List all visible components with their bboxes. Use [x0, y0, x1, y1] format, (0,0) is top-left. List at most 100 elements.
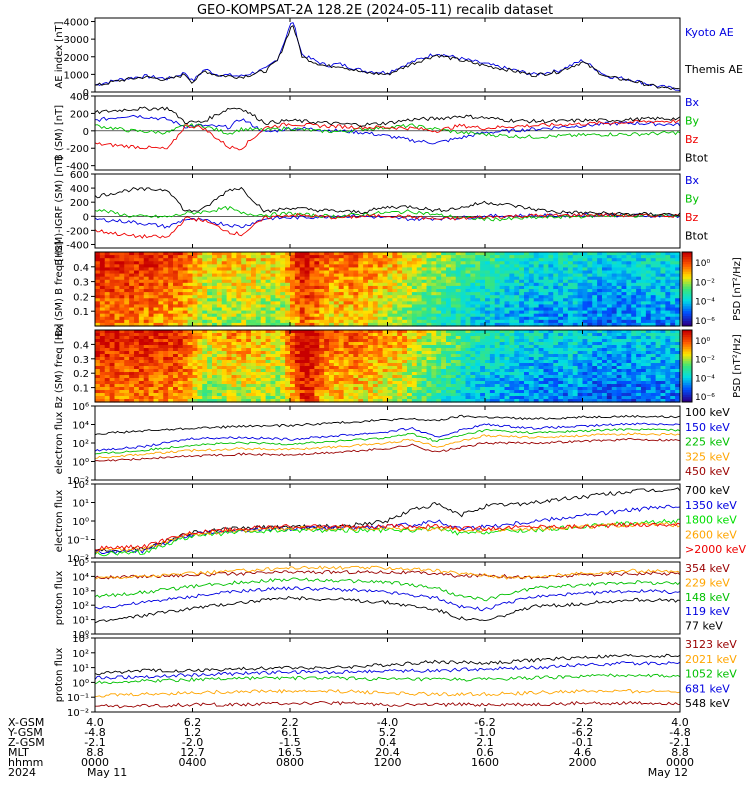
spectrogram-cell	[138, 396, 145, 400]
spectrogram-cell	[231, 357, 237, 361]
spectrogram-cell	[114, 348, 120, 352]
spectrogram-cell	[265, 310, 272, 315]
spectrogram-cell	[475, 357, 481, 361]
spectrogram-cell	[421, 360, 428, 364]
spectrogram-cell	[95, 366, 101, 370]
spectrogram-cell	[173, 366, 179, 370]
spectrogram-cell	[392, 295, 398, 299]
spectrogram-cell	[358, 390, 364, 394]
spectrogram-cell	[504, 252, 510, 256]
spectrogram-cell	[426, 351, 432, 355]
spectrogram-cell	[368, 381, 374, 385]
spectrogram-cell	[660, 261, 666, 265]
spectrogram-cell	[670, 261, 676, 265]
spectrogram-cell	[231, 399, 237, 403]
spectrogram-cell	[441, 295, 447, 299]
spectrogram-cell	[158, 351, 164, 355]
spectrogram-cell	[636, 298, 642, 302]
spectrogram-cell	[382, 381, 389, 385]
spectrogram-cell	[382, 276, 389, 281]
spectrogram-cell	[314, 330, 320, 334]
spectrogram-cell	[246, 270, 252, 275]
spectrogram-cell	[577, 292, 584, 296]
series-line	[94, 205, 681, 222]
spectrogram-cell	[114, 357, 120, 361]
spectrogram-cell	[207, 301, 213, 306]
spectrogram-cell	[143, 298, 150, 302]
spectrogram-cell	[436, 330, 442, 334]
spectrogram-cell	[226, 387, 233, 391]
spectrogram-cell	[387, 339, 393, 343]
spectrogram-cell	[329, 396, 335, 400]
spectrogram-cell	[319, 292, 325, 296]
spectrogram-cell	[314, 363, 320, 367]
spectrogram-cell	[255, 279, 262, 284]
spectrogram-cell	[621, 310, 627, 315]
spectrogram-cell	[655, 258, 662, 262]
spectrogram-cell	[485, 304, 491, 309]
spectrogram-cell	[212, 273, 218, 278]
spectrogram-cell	[299, 336, 306, 340]
spectrogram-cell	[226, 261, 233, 265]
spectrogram-cell	[173, 261, 179, 265]
spectrogram-cell	[270, 345, 276, 349]
spectrogram-cell	[124, 261, 130, 265]
spectrogram-cell	[280, 387, 286, 391]
spectrogram-cell	[148, 261, 155, 265]
spectrogram-cell	[324, 375, 330, 379]
spectrogram-cell	[426, 363, 432, 367]
spectrogram-cell	[114, 301, 120, 306]
spectrogram-cell	[548, 264, 554, 269]
spectrogram-cell	[299, 384, 306, 388]
spectrogram-cell	[602, 313, 608, 318]
spectrogram-cell	[109, 336, 116, 340]
spectrogram-cell	[602, 258, 608, 262]
spectrogram-cell	[134, 363, 140, 367]
spectrogram-cell	[99, 285, 106, 290]
spectrogram-cell	[246, 261, 252, 265]
spectrogram-cell	[602, 252, 608, 256]
spectrogram-cell	[119, 301, 125, 306]
spectrogram-cell	[655, 273, 662, 278]
spectrogram-cell	[260, 360, 267, 364]
spectrogram-cell	[138, 387, 145, 391]
spectrogram-cell	[548, 273, 554, 278]
spectrogram-cell	[187, 276, 194, 281]
spectrogram-cell	[475, 279, 481, 284]
spectrogram-cell	[606, 316, 613, 321]
spectrogram-cell	[246, 345, 252, 349]
spectrogram-cell	[319, 298, 325, 302]
spectrogram-cell	[645, 255, 652, 259]
spectrogram-cell	[402, 366, 408, 370]
spectrogram-cell	[387, 333, 393, 337]
spectrogram-cell	[558, 304, 564, 309]
spectrogram-cell	[558, 264, 564, 269]
spectrogram-cell	[129, 298, 135, 302]
spectrogram-cell	[602, 264, 608, 269]
spectrogram-cell	[480, 252, 486, 256]
spectrogram-cell	[421, 390, 428, 394]
spectrogram-cell	[138, 366, 145, 370]
spectrogram-cell	[324, 319, 330, 324]
spectrogram-cell	[329, 348, 335, 352]
spectrogram-cell	[143, 285, 150, 290]
spectrogram-cell	[270, 360, 276, 364]
spectrogram-cell	[182, 387, 189, 391]
spectrogram-cell	[138, 336, 145, 340]
spectrogram-cell	[606, 295, 613, 299]
spectrogram-cell	[299, 292, 306, 296]
spectrogram-cell	[119, 372, 125, 376]
spectrogram-cell	[348, 264, 354, 269]
spectrogram-cell	[314, 289, 320, 293]
spectrogram-cell	[285, 333, 291, 337]
spectrogram-cell	[119, 396, 125, 400]
spectrogram-cell	[387, 366, 393, 370]
spectrogram-cell	[641, 285, 647, 290]
spectrogram-cell	[114, 378, 120, 382]
spectrogram-cell	[265, 345, 272, 349]
spectrogram-cell	[192, 366, 198, 370]
spectrogram-cell	[436, 264, 442, 269]
spectrogram-cell	[99, 295, 106, 299]
spectrogram-cell	[265, 360, 272, 364]
spectrogram-cell	[290, 310, 296, 315]
